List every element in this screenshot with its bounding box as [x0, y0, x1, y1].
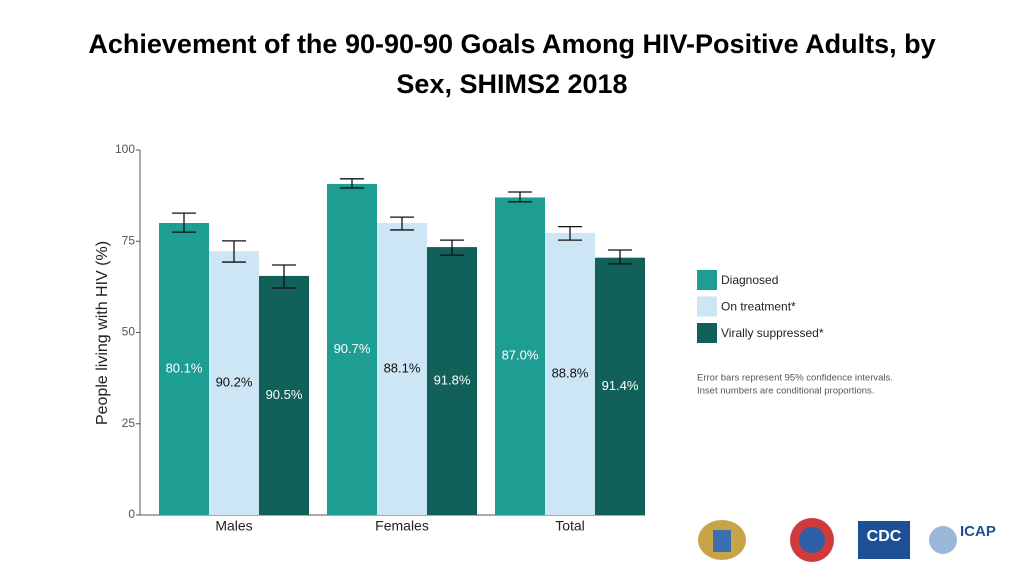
error-bar	[558, 226, 582, 241]
y-tick-label: 50	[122, 325, 136, 339]
note: Inset numbers are conditional proportion…	[697, 386, 874, 397]
logo-cdc-box	[858, 521, 910, 559]
error-bar	[440, 239, 464, 256]
chart-title: Achievement of the 90-90-90 Goals Among …	[88, 29, 936, 99]
bar	[209, 251, 259, 516]
legend-label: Diagnosed	[721, 273, 778, 287]
error-bar	[390, 216, 414, 231]
bar	[259, 275, 309, 515]
inset-label: 90.2%	[216, 374, 253, 389]
inset-label: 88.8%	[552, 365, 589, 380]
x-tick-label: Males	[215, 518, 252, 534]
legend-swatch	[697, 296, 717, 317]
logo-flags	[790, 518, 834, 562]
x-tick-label: Females	[375, 518, 429, 534]
legend-swatch	[697, 270, 717, 290]
bar	[427, 247, 477, 515]
legend-swatch	[697, 323, 717, 343]
logo-coat-of-arms	[698, 520, 746, 560]
inset-label: 80.1%	[166, 360, 203, 375]
legend-label: On treatment*	[721, 300, 796, 314]
error-bar	[222, 240, 246, 263]
bar	[159, 223, 209, 515]
error-bar	[272, 264, 296, 289]
y-tick-label: 25	[122, 416, 136, 430]
note: Error bars represent 95% confidence inte…	[697, 373, 893, 384]
logo-cdc: CDC	[867, 528, 902, 545]
y-tick-label: 100	[115, 142, 135, 156]
inset-label: 90.5%	[266, 387, 303, 402]
logo-icap: ICAP	[960, 523, 996, 540]
bar	[545, 232, 595, 516]
y-tick-label: 0	[128, 507, 135, 521]
y-axis-label: People living with HIV (%)	[94, 241, 111, 425]
bar	[495, 197, 545, 515]
inset-label: 91.4%	[602, 378, 639, 393]
y-tick-label: 75	[122, 233, 136, 247]
inset-label: 88.1%	[384, 360, 421, 375]
inset-label: 91.8%	[434, 372, 471, 387]
legend-label: Virally suppressed*	[721, 326, 824, 340]
error-bar	[508, 191, 532, 203]
error-bar	[172, 212, 196, 233]
bar	[595, 257, 645, 515]
error-bar	[608, 249, 632, 265]
error-bar	[340, 178, 364, 189]
x-tick-label: Total	[555, 518, 585, 534]
bar	[327, 183, 377, 515]
inset-label: 87.0%	[502, 348, 539, 363]
logo-icap-mark	[929, 526, 957, 554]
inset-label: 90.7%	[334, 341, 371, 356]
bar	[377, 223, 427, 515]
